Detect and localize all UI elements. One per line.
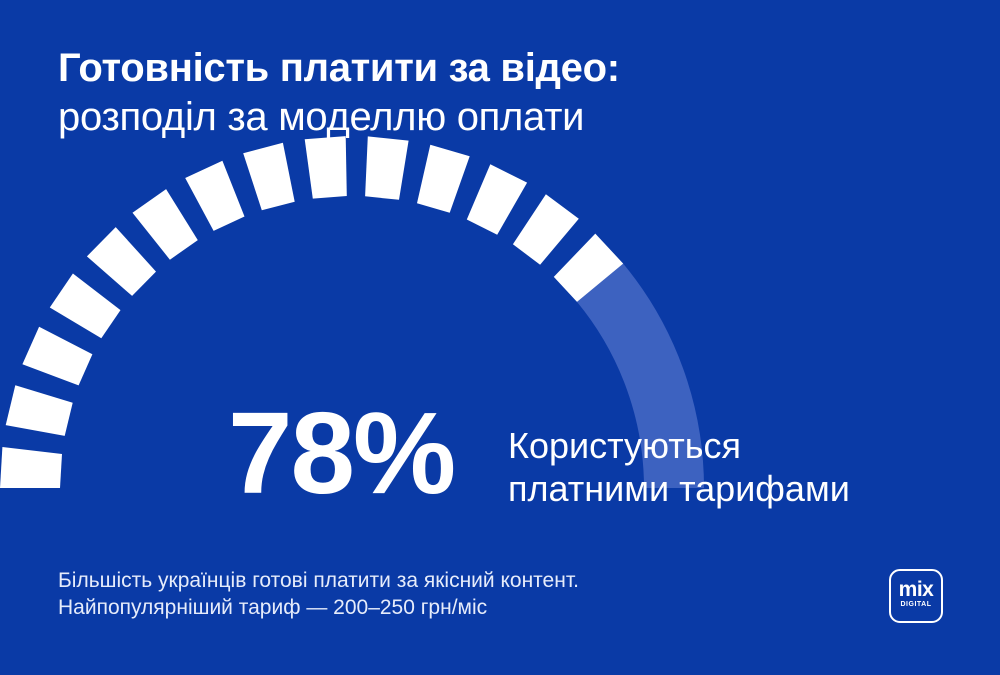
gauge-segment: [132, 189, 198, 260]
gauge-segment: [0, 447, 62, 488]
gauge-segment: [22, 326, 93, 386]
gauge-label: Користуються платними тарифами: [508, 424, 948, 510]
gauge-segment: [49, 273, 121, 339]
logo-main-text: mix: [898, 578, 934, 601]
gauge-segment: [417, 144, 470, 213]
gauge-track: [576, 263, 704, 489]
gauge-segment: [243, 142, 295, 211]
logo-sub-text: DIGITAL: [900, 601, 932, 608]
gauge-segment: [5, 385, 73, 436]
gauge-segment: [185, 160, 245, 231]
gauge-segment: [512, 194, 579, 265]
footnote-line-1: Більшість українців готові платити за як…: [58, 569, 579, 592]
chart-title: Готовність платити за відео:: [58, 46, 620, 90]
gauge-label-line-2: платними тарифами: [508, 468, 850, 509]
gauge-ticks: [0, 136, 624, 488]
gauge-segment: [466, 164, 528, 235]
footnote-line-2: Найпопулярніший тариф — 200–250 грн/міс: [58, 596, 488, 619]
gauge-segment: [553, 233, 624, 302]
footnote: Більшість українців готові платити за як…: [58, 567, 579, 621]
mix-digital-logo: mix DIGITAL: [889, 569, 943, 623]
gauge-segment: [365, 136, 409, 200]
chart-subtitle: розподіл за моделлю оплати: [58, 95, 585, 139]
gauge-segment: [86, 227, 156, 296]
gauge-segment: [304, 136, 347, 199]
gauge-label-line-1: Користуються: [508, 425, 741, 466]
gauge-value: 78%: [228, 388, 456, 518]
